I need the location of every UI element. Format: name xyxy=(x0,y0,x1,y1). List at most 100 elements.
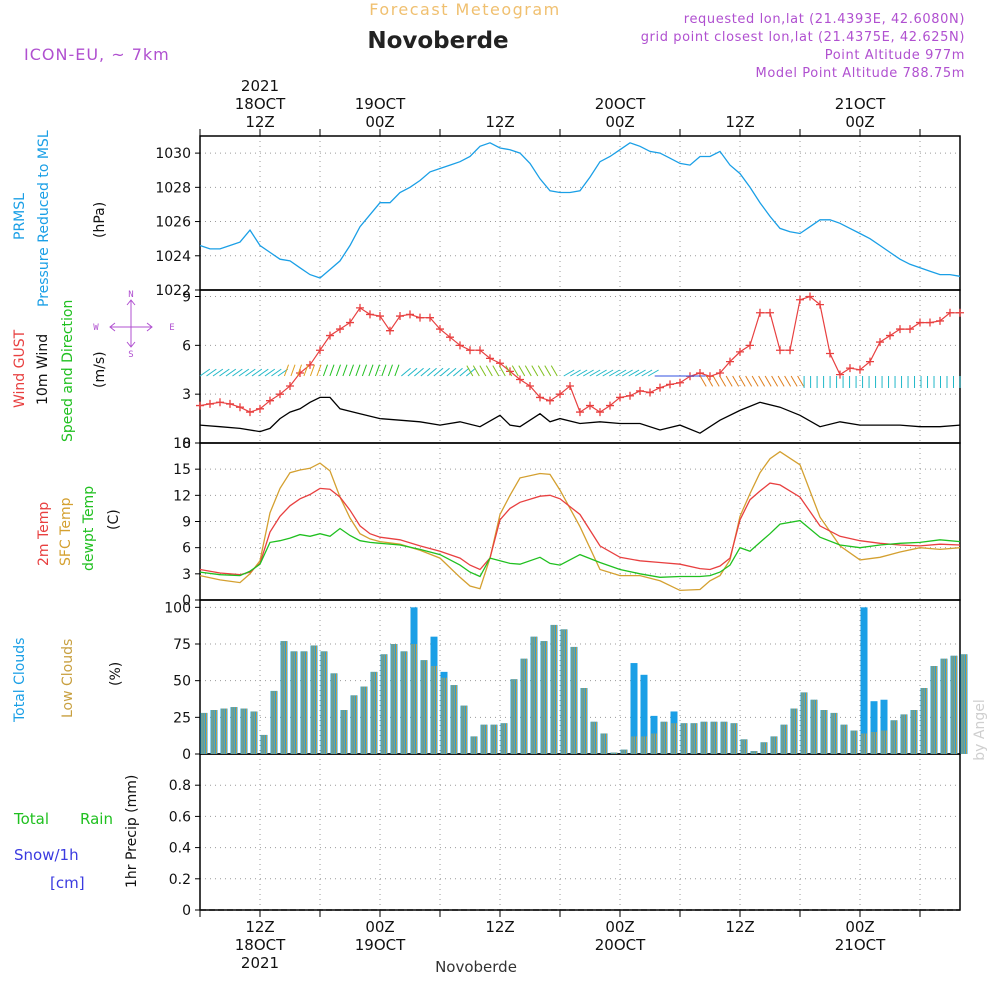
low-cloud-bar xyxy=(623,749,625,754)
gust-marker xyxy=(276,390,284,399)
pressure-msl-label: Pressure Reduced to MSL xyxy=(36,130,52,307)
wind-direction-arrow xyxy=(348,364,354,377)
compass-west: W xyxy=(93,323,99,333)
wind-direction-arrow xyxy=(563,369,575,377)
low-cloud-bar xyxy=(235,707,237,754)
gust-marker xyxy=(776,346,784,355)
low-cloud-bar xyxy=(585,688,587,754)
cloud-unit-label: (%) xyxy=(108,662,124,686)
low-cloud-bar xyxy=(845,724,847,754)
y-tick-label: 0.8 xyxy=(169,778,191,794)
gust-marker xyxy=(536,393,544,402)
low-cloud-bar xyxy=(361,686,363,754)
low-cloud-bar xyxy=(381,654,383,754)
low-cloud-bar xyxy=(321,651,323,754)
y-tick-label: 0 xyxy=(182,747,191,763)
snow-label: Snow/1h xyxy=(14,846,79,864)
wind-direction-arrow xyxy=(537,365,545,377)
gust-marker xyxy=(346,318,354,327)
bottom-time-label: 20OCT xyxy=(595,936,646,954)
low-cloud-bar xyxy=(731,723,733,754)
gust-marker xyxy=(476,346,484,355)
wind-direction-arrow xyxy=(764,375,772,387)
gust-marker xyxy=(586,401,594,410)
low-cloud-bar xyxy=(675,723,677,754)
low-cloud-bar xyxy=(753,751,755,754)
wind-direction-arrow xyxy=(335,364,341,377)
y-tick-label: 1028 xyxy=(155,180,191,196)
top-time-label: 20OCT xyxy=(595,95,646,113)
wind-direction-arrow xyxy=(550,365,558,377)
low-cloud-bar xyxy=(901,714,903,754)
low-cloud-bar xyxy=(231,707,233,754)
gust-marker xyxy=(716,369,724,378)
snow-unit-label: [cm] xyxy=(50,874,85,892)
wind-direction-arrow xyxy=(608,369,620,377)
y-tick-label: 0 xyxy=(182,593,191,609)
low-cloud-bar xyxy=(335,673,337,754)
low-cloud-bar xyxy=(385,654,387,754)
low-cloud-bar xyxy=(811,699,813,754)
low-cloud-bar xyxy=(601,733,603,754)
sfc-temp-line xyxy=(199,450,961,592)
panel-pressure: 1022 1024 1026 1028 1030 xyxy=(155,135,961,299)
wind-direction-arrow xyxy=(582,369,594,377)
bottom-time-label: 19OCT xyxy=(355,936,406,954)
compass-icon: N S W E xyxy=(93,290,174,360)
gust-marker xyxy=(606,401,614,410)
low-cloud-bar xyxy=(713,721,715,754)
wind-direction-arrow xyxy=(322,364,328,377)
panel-wind: 0 3 6 9 xyxy=(182,289,961,452)
low-cloud-bar xyxy=(205,712,207,754)
wind-direction-arrow xyxy=(303,364,309,377)
low-cloud-bar xyxy=(883,730,885,754)
low-cloud-bar xyxy=(451,685,453,754)
low-cloud-bar xyxy=(281,641,283,754)
wind-direction-arrow xyxy=(771,375,779,387)
low-cloud-bar xyxy=(241,708,243,754)
low-cloud-bar xyxy=(605,733,607,754)
gust-marker xyxy=(756,308,764,317)
low-cloud-bar xyxy=(461,705,463,754)
low-cloud-bar xyxy=(895,720,897,754)
low-cloud-bar xyxy=(315,645,317,754)
low-cloud-bar xyxy=(911,710,913,754)
low-cloud-bar xyxy=(953,655,955,754)
low-cloud-bar xyxy=(721,721,723,754)
low-cloud-bar xyxy=(881,730,883,754)
wind-direction-arrow xyxy=(628,369,640,377)
wind-direction-arrow xyxy=(420,367,431,377)
low-cloud-bar xyxy=(325,651,327,754)
y-tick-label: 1022 xyxy=(155,283,191,299)
wind-direction-arrow xyxy=(290,364,296,377)
low-cloud-bar xyxy=(651,733,653,754)
gust-marker xyxy=(576,408,584,417)
wind-direction-arrow xyxy=(738,375,746,387)
low-cloud-bar xyxy=(603,733,605,754)
low-cloud-bar xyxy=(763,742,765,754)
y-tick-label: 9 xyxy=(182,515,191,531)
wind-direction-arrow xyxy=(232,368,243,377)
wind-direction-arrow xyxy=(271,368,282,377)
total-cloud-bar xyxy=(870,701,878,754)
low-cloud-bar xyxy=(525,658,527,754)
low-cloud-bar xyxy=(751,751,753,754)
low-cloud-bar xyxy=(341,710,343,754)
wind-direction-arrow xyxy=(641,369,653,377)
gust-marker xyxy=(226,399,234,408)
gust-marker xyxy=(836,370,844,379)
low-cloud-bar xyxy=(781,724,783,754)
wind-direction-arrow xyxy=(472,365,480,377)
wind-direction-arrow xyxy=(576,369,588,377)
low-cloud-bar xyxy=(611,752,613,754)
low-cloud-bar xyxy=(681,723,683,754)
low-cloud-bar xyxy=(775,736,777,754)
bottom-time-label: 00Z xyxy=(605,918,634,936)
wind-direction-arrow xyxy=(401,367,411,377)
low-cloud-bar xyxy=(761,742,763,754)
low-cloud-bar xyxy=(425,660,427,754)
wind-direction-arrow xyxy=(283,364,290,377)
gust-marker xyxy=(736,347,744,356)
low-cloud-bar xyxy=(395,644,397,754)
low-cloud-bar xyxy=(351,695,353,754)
